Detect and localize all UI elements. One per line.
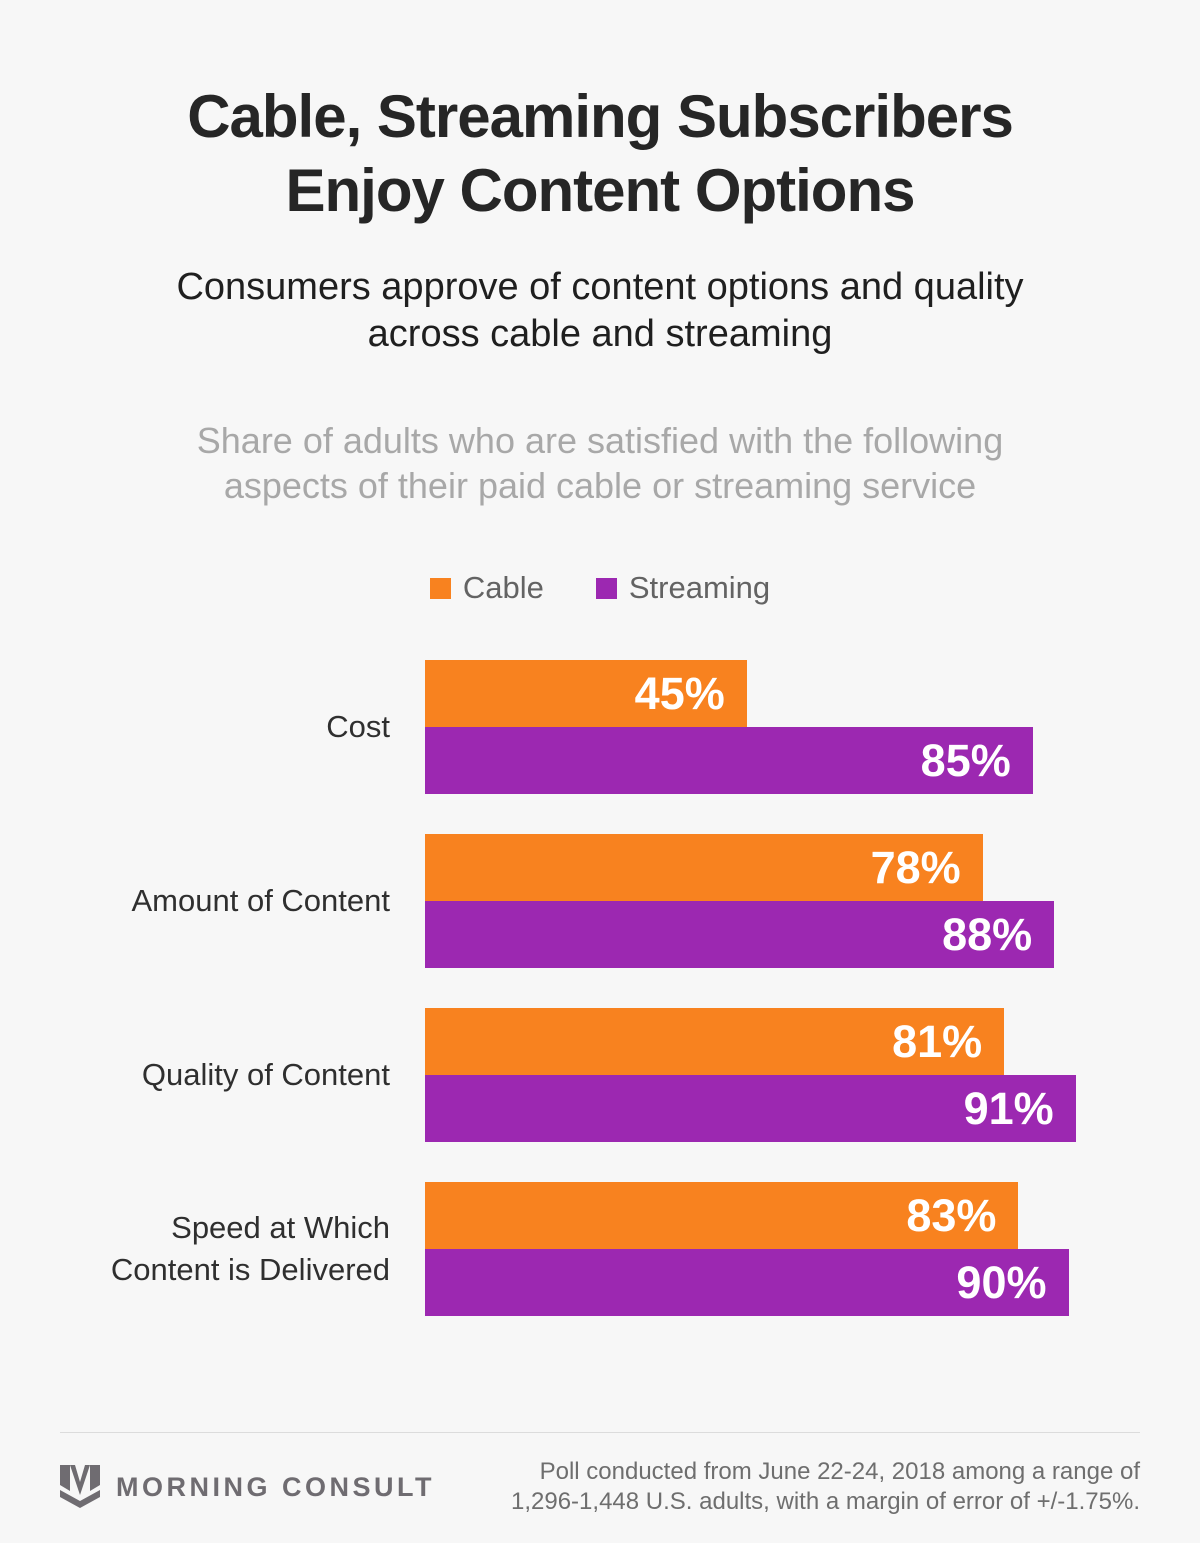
page-title: Cable, Streaming Subscribers Enjoy Conte… <box>187 83 1014 224</box>
bar-streaming: 88% <box>425 901 1055 968</box>
footer: MORNING CONSULT Poll conducted from June… <box>60 1432 1140 1517</box>
subtitle-wrap: Consumers approve of content options and… <box>0 228 1200 358</box>
chart-row: Amount of Content 78% 88% <box>0 834 1200 968</box>
description-wrap: Share of adults who are satisfied with t… <box>0 358 1200 508</box>
category-label: Speed at Which Content is Delivered <box>110 1210 390 1287</box>
bar-value-label: 81% <box>892 1015 983 1067</box>
brand: MORNING CONSULT <box>60 1464 435 1510</box>
bar-value-label: 85% <box>920 734 1011 786</box>
legend-label: Streaming <box>628 570 771 605</box>
chart-legend: Cable Streaming <box>0 570 1200 606</box>
chart-row: Speed at Which Content is Delivered 83% 90… <box>0 1182 1200 1316</box>
bar-value-label: 45% <box>634 667 725 719</box>
bar-streaming: 85% <box>425 727 1033 794</box>
category-label: Quality of Content <box>141 1057 390 1092</box>
bar-value-label: 90% <box>956 1256 1047 1308</box>
bar-group: 45% 85% <box>425 660 1033 794</box>
legend-item-cable: Cable <box>429 570 544 606</box>
chart-rows: Cost 45% 85% Amount of Content 78% 88% Quality… <box>0 660 1200 1316</box>
bar-chart: Cost 45% 85% Amount of Content 78% 88% Quality… <box>0 660 1200 1316</box>
page-subtitle: Consumers approve of content options and… <box>176 266 1024 355</box>
bar-group: 78% 88% <box>425 834 1055 968</box>
streaming-swatch-icon <box>595 577 617 599</box>
category-label: Amount of Content <box>131 883 391 918</box>
poll-footnote: Poll conducted from June 22-24, 2018 amo… <box>511 1458 1140 1515</box>
chart-row: Cost 45% 85% <box>0 660 1200 794</box>
bar-value-label: 78% <box>870 841 961 893</box>
bar-cable: 83% <box>425 1182 1019 1249</box>
morning-consult-logo-icon <box>60 1464 100 1508</box>
category-label: Cost <box>326 709 390 744</box>
brand-name: MORNING CONSULT <box>116 1471 435 1502</box>
bar-streaming: 91% <box>425 1075 1076 1142</box>
bar-cable: 45% <box>425 660 747 727</box>
bar-value-label: 91% <box>963 1082 1054 1134</box>
bar-streaming: 90% <box>425 1249 1069 1316</box>
bar-value-label: 88% <box>942 908 1033 960</box>
chart-description: Share of adults who are satisfied with t… <box>196 420 1004 506</box>
bar-cable: 81% <box>425 1008 1005 1075</box>
chart-row: Quality of Content 81% 91% <box>0 1008 1200 1142</box>
bar-cable: 78% <box>425 834 983 901</box>
cable-swatch-icon <box>429 577 451 599</box>
bar-group: 81% 91% <box>425 1008 1076 1142</box>
bar-value-label: 83% <box>906 1189 997 1241</box>
legend-label: Cable <box>462 570 544 605</box>
legend-item-streaming: Streaming <box>595 570 771 606</box>
bar-group: 83% 90% <box>425 1182 1069 1316</box>
